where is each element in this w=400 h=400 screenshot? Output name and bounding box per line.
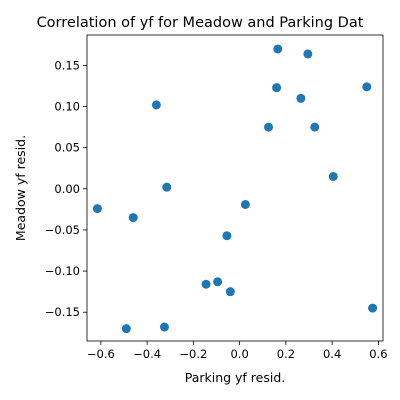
plot-frame <box>87 35 383 341</box>
data-point <box>310 123 319 132</box>
y-tick-label: −0.05 <box>45 223 80 237</box>
x-tick-label: −0.2 <box>179 347 207 361</box>
y-tick-label: −0.15 <box>45 305 80 319</box>
data-point <box>213 277 222 286</box>
data-point <box>226 287 235 296</box>
data-point <box>241 200 250 209</box>
data-point <box>202 280 211 289</box>
data-point <box>272 83 281 92</box>
y-tick-label: 0.05 <box>54 141 80 155</box>
data-point <box>222 231 231 240</box>
x-tick-label: 0.2 <box>277 347 295 361</box>
x-tick-label: 0.4 <box>323 347 341 361</box>
y-tick-label: 0.15 <box>54 58 80 72</box>
x-tick-label: −0.4 <box>133 347 161 361</box>
data-point <box>122 324 131 333</box>
data-point <box>303 49 312 58</box>
data-point <box>273 44 282 53</box>
x-tick-label: 0.6 <box>369 347 387 361</box>
y-tick-label: 0.00 <box>54 182 80 196</box>
data-point <box>362 82 371 91</box>
chart-title: Correlation of yf for Meadow and Parking… <box>37 15 364 31</box>
data-point <box>162 183 171 192</box>
data-point <box>329 172 338 181</box>
data-point <box>264 123 273 132</box>
x-tick-label: −0.6 <box>87 347 115 361</box>
x-tick-label: 0.0 <box>230 347 248 361</box>
y-axis-label: Meadow yf resid. <box>13 135 28 241</box>
data-points <box>93 44 377 333</box>
data-point <box>93 204 102 213</box>
data-point <box>368 304 377 313</box>
data-point <box>129 213 138 222</box>
data-point <box>160 323 169 332</box>
data-point <box>296 94 305 103</box>
y-tick-label: 0.10 <box>54 100 80 114</box>
data-point <box>152 100 161 109</box>
x-axis-label: Parking yf resid. <box>185 370 286 385</box>
y-tick-label: −0.10 <box>45 264 80 278</box>
